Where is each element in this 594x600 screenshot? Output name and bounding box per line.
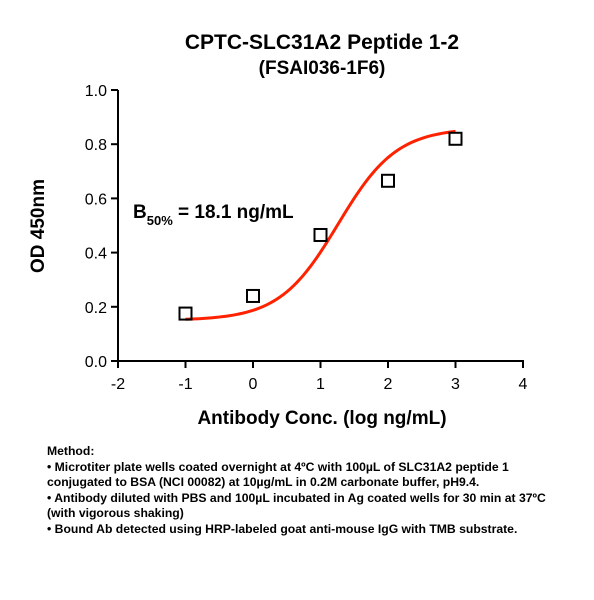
y-tick-label: 0.0 <box>85 354 107 371</box>
y-tick-label: 0.4 <box>85 246 107 263</box>
method-item-3: • Bound Ab detected using HRP-labeled go… <box>47 521 518 536</box>
b50-value: = 18.1 ng/mL <box>173 202 294 223</box>
y-tick-label: 0.6 <box>85 191 107 208</box>
x-tick-label: 0 <box>249 376 258 393</box>
chart-subtitle: (FSAI036-1F6) <box>259 58 386 79</box>
x-tick-label: 1 <box>316 376 325 393</box>
data-point <box>178 306 193 321</box>
x-tick-label: 3 <box>451 376 460 393</box>
y-tick-label: 0.8 <box>85 137 107 154</box>
data-point <box>313 227 328 242</box>
y-tick-label: 1.0 <box>85 83 107 100</box>
b50-prefix: B <box>133 202 147 223</box>
b50-subscript: 50% <box>147 213 173 228</box>
method-item-2: • Antibody diluted with PBS and 100µL in… <box>47 490 546 521</box>
axes <box>117 90 524 362</box>
y-axis-ticks: 0.0 0.2 0.4 0.6 0.8 1.0 <box>85 83 118 371</box>
fit-curve <box>185 129 456 321</box>
x-axis-label: Antibody Conc. (log ng/mL) <box>197 408 446 429</box>
data-point <box>381 173 395 188</box>
b50-annotation: B50% = 18.1 ng/mL <box>133 202 294 228</box>
x-tick-label: -2 <box>111 376 125 393</box>
chart-title: CPTC-SLC31A2 Peptide 1-2 <box>185 31 459 54</box>
data-point <box>246 288 260 303</box>
x-tick-label: 2 <box>384 376 393 393</box>
method-section: Method: • Microtiter plate wells coated … <box>47 444 567 537</box>
method-item-1: • Microtiter plate wells coated overnigh… <box>47 459 509 490</box>
x-axis-ticks: -2 -1 0 1 2 3 4 <box>111 361 528 393</box>
chart: CPTC-SLC31A2 Peptide 1-2 (FSAI036-1F6) -… <box>28 31 528 429</box>
y-tick-label: 0.2 <box>85 300 107 317</box>
data-points <box>178 131 463 321</box>
data-point <box>448 131 463 146</box>
x-tick-label: -1 <box>178 376 192 393</box>
x-tick-label: 4 <box>519 376 528 393</box>
y-axis-label: OD 450nm <box>28 179 49 273</box>
method-heading: Method: <box>47 444 95 458</box>
